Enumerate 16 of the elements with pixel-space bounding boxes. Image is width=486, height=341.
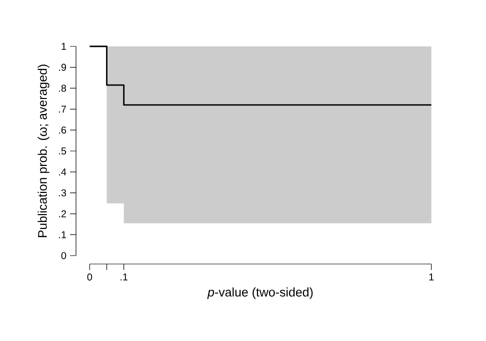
y-tick-label: .1 xyxy=(59,231,66,238)
y-tick-label: .3 xyxy=(59,189,66,196)
x-axis-title: p-value (two-sided) xyxy=(207,287,313,300)
y-tick-label: 0 xyxy=(61,252,66,260)
x-tick-label: 0 xyxy=(87,274,92,281)
y-tick-label: .7 xyxy=(59,106,66,113)
y-tick-label: .2 xyxy=(59,210,66,218)
y-tick-label: .6 xyxy=(59,126,66,134)
y-axis-title: Publication prob. (ω; averaged) xyxy=(38,64,50,238)
y-tick-label: .4 xyxy=(59,168,66,176)
y-tick-label: .8 xyxy=(59,84,66,92)
y-tick-label: .5 xyxy=(59,148,66,154)
y-tick-label: 1 xyxy=(62,42,66,50)
x-tick-label: 1 xyxy=(429,274,434,280)
x-tick-label: .1 xyxy=(120,274,128,280)
y-tick-label: .9 xyxy=(59,64,66,71)
